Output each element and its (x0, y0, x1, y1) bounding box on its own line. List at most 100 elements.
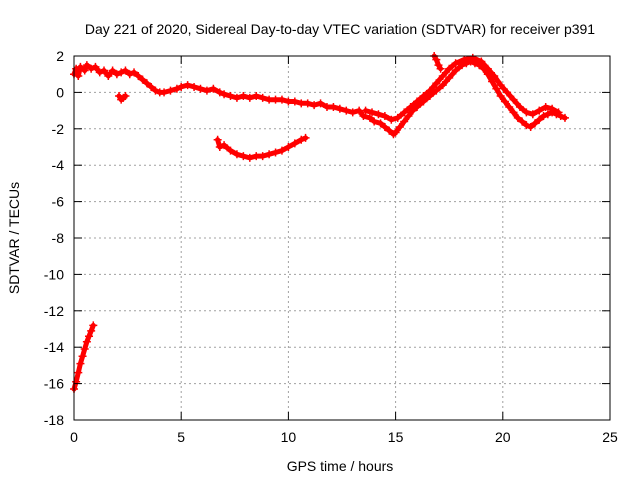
series-trace (71, 322, 96, 392)
data-point (460, 55, 469, 64)
y-tick-labels: -18 -16 -14 -12 -10 -8 -6 -4 -2 0 2 (44, 48, 64, 428)
data-point (509, 108, 518, 117)
data-point (535, 115, 544, 124)
data-point (80, 345, 89, 354)
data-point (425, 86, 434, 95)
data-point (560, 113, 569, 122)
y-tick-label: -6 (52, 194, 65, 210)
y-tick-label: -16 (44, 376, 64, 392)
data-point (359, 112, 368, 121)
data-point (393, 113, 402, 122)
data-point (303, 99, 312, 108)
data-point (74, 72, 83, 81)
series-upper-band (361, 53, 563, 124)
data-point (526, 122, 535, 131)
data-point (370, 117, 379, 126)
data-point (91, 62, 100, 71)
data-point (541, 102, 550, 111)
data-point (74, 368, 83, 377)
data-point (89, 321, 98, 330)
data-point (451, 59, 460, 68)
data-point (522, 108, 531, 117)
data-point (95, 68, 104, 77)
y-tick-label: -14 (44, 339, 64, 355)
data-point (505, 102, 514, 111)
data-point (78, 352, 87, 361)
data-point (138, 75, 147, 84)
data-point (515, 102, 524, 111)
y-axis-label: SDTVAR / TECUs (6, 182, 22, 294)
data-point (310, 101, 319, 110)
data-point (554, 108, 563, 117)
data-point (72, 377, 81, 386)
data-point (239, 152, 248, 161)
data-point (160, 88, 169, 97)
data-point (368, 108, 377, 117)
data-point (387, 115, 396, 124)
data-point (213, 135, 222, 144)
data-point (400, 117, 409, 126)
data-point (85, 332, 94, 341)
x-tick-labels: 0 5 10 15 20 25 (70, 429, 618, 445)
data-point (496, 81, 505, 90)
data-point (87, 326, 96, 335)
data-point (395, 122, 404, 131)
x-axis-label: GPS time / hours (287, 458, 394, 474)
data-point (142, 79, 151, 88)
x-tick-label: 25 (602, 429, 618, 445)
data-point (404, 112, 413, 121)
x-tick-label: 0 (70, 429, 78, 445)
x-tick-label: 10 (281, 429, 297, 445)
data-point (518, 117, 527, 126)
data-point (108, 66, 117, 75)
data-point (252, 92, 261, 101)
data-point (496, 92, 505, 101)
data-point (348, 108, 357, 117)
series-lower-arc (213, 133, 310, 162)
data-point (232, 93, 241, 102)
data-point (80, 66, 89, 75)
data-point (316, 99, 325, 108)
data-point (196, 84, 205, 93)
data-point (121, 92, 130, 101)
y-tick-label: -4 (52, 157, 65, 173)
data-point (215, 88, 224, 97)
y-tick-label: -12 (44, 303, 64, 319)
data-point (76, 359, 85, 368)
data-point (226, 146, 235, 155)
data-point (245, 93, 254, 102)
data-point (245, 153, 254, 162)
data-point (391, 128, 400, 137)
data-point (374, 110, 383, 119)
data-point (451, 66, 460, 75)
data-point (380, 112, 389, 121)
data-series (70, 52, 569, 394)
series-trace (431, 53, 444, 72)
data-point (509, 95, 518, 104)
data-point (215, 143, 224, 151)
series-minor-blob (115, 92, 130, 104)
y-tick-label: -2 (52, 121, 65, 137)
data-point (125, 70, 134, 79)
data-point (147, 82, 156, 91)
data-point (477, 57, 486, 66)
data-point (172, 84, 181, 93)
data-point (539, 112, 548, 121)
data-point (488, 77, 497, 86)
data-point (513, 113, 522, 122)
data-point (492, 84, 501, 93)
data-point (121, 66, 130, 75)
data-point (258, 93, 267, 102)
x-tick-label: 15 (388, 429, 404, 445)
data-point (468, 53, 477, 62)
data-point (483, 64, 492, 73)
data-point (271, 148, 280, 157)
data-point (104, 72, 113, 81)
data-point (239, 92, 248, 101)
data-point (385, 126, 394, 135)
data-point (100, 66, 109, 75)
data-point (166, 86, 175, 95)
y-tick-label: -8 (52, 230, 65, 246)
data-point (117, 68, 126, 77)
